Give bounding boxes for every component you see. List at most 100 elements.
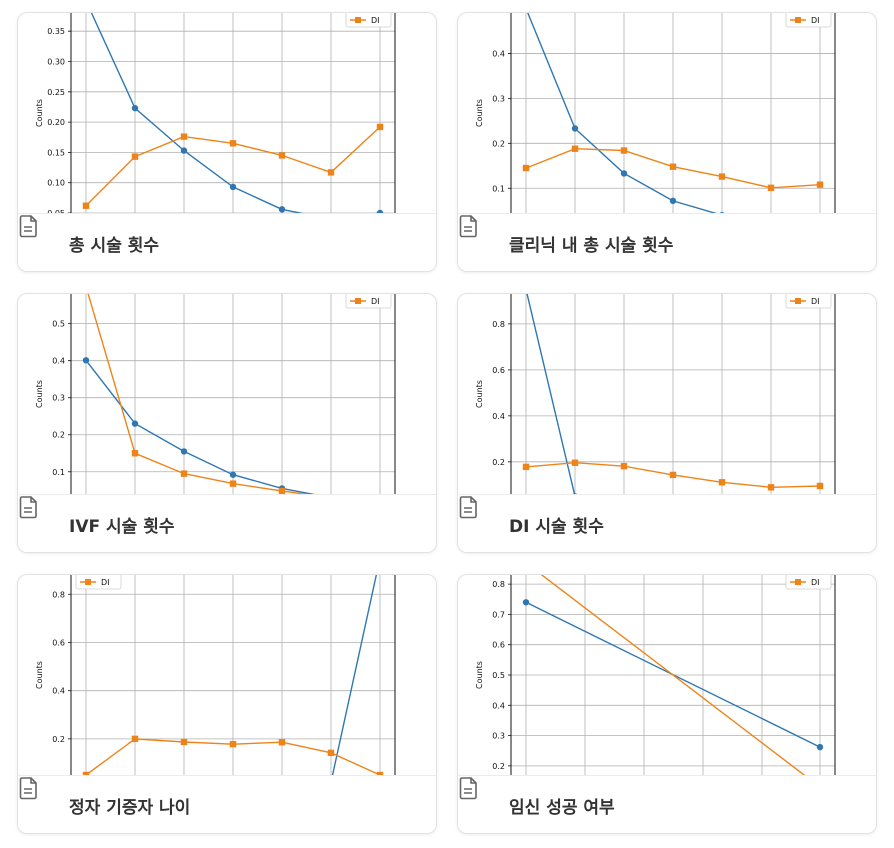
y-tick-label: 0.6 [492,641,505,650]
chart-legend: DI [345,13,392,28]
legend-label: DI [101,578,110,587]
card-footer: 임신 성공 여부 [458,775,876,833]
card-title: 임신 성공 여부 [509,797,615,818]
card-footer: 정자 기증자 나이 [18,775,436,833]
data-point [669,471,677,479]
y-tick-label: 0.2 [492,458,505,467]
y-tick-label: 0.25 [47,88,65,97]
data-point [327,749,335,757]
data-point [229,471,237,478]
data-point [718,479,726,486]
y-axis-label: Counts [475,99,484,127]
document-icon [19,777,57,817]
data-point [718,173,726,180]
data-point [278,152,286,159]
data-point [669,197,677,205]
y-tick-label: 0.10 [47,179,65,188]
y-tick-label: 0.3 [492,94,505,103]
data-point [82,202,90,209]
data-point [131,450,139,457]
data-point [816,181,824,188]
data-point [131,735,139,743]
data-point [816,482,824,490]
y-tick-label: 0.4 [492,49,505,58]
document-icon [19,215,57,255]
y-tick-label: 0.6 [492,366,505,375]
legend-label: DI [811,297,820,306]
document-icon [19,496,57,536]
data-point [131,104,139,112]
chart-legend: DI [75,575,122,590]
card-title: IVF 시술 횟수 [69,516,175,537]
data-point [278,487,286,494]
y-tick-label: 0.3 [52,394,65,403]
data-point [571,145,579,152]
y-tick-label: 0.2 [52,431,65,440]
card-footer: DI 시술 횟수 [458,494,876,552]
y-tick-label: 0.30 [47,57,65,66]
chart-card-ivf-procedures[interactable]: 0.1 0.2 0.3 0.4 0.5 Counts DI IVF 시술 횟수 [17,293,437,553]
y-axis-label: Counts [35,661,44,689]
legend-label: DI [811,16,820,25]
data-point [376,771,384,775]
chart-card-pregnancy-success[interactable]: 0.2 0.3 0.4 0.5 0.6 0.7 0.8 Counts DI 임신 성공 여부 [457,574,877,834]
series-line-di [540,575,806,775]
data-point [180,738,188,746]
data-point [571,459,579,466]
card-title: DI 시술 횟수 [509,516,604,537]
y-tick-label: 0.4 [52,687,65,696]
chart-card-total-procedures[interactable]: 0.05 0.10 0.15 0.20 0.25 0.30 0.35 Counts DI 총 시술… [17,12,437,272]
legend-label: DI [371,16,380,25]
card-title: 클리닉 내 총 시술 횟수 [509,235,674,256]
data-point [229,480,237,487]
y-tick-label: 0.20 [47,118,65,127]
y-tick-label: 0.2 [492,762,505,771]
y-tick-label: 0.1 [492,184,505,193]
data-point [131,420,139,427]
y-axis-label: Counts [475,380,484,408]
y-axis-label: Counts [35,99,44,127]
y-tick-label: 0.2 [52,735,65,744]
chart-legend: DI [785,13,832,28]
data-point [180,147,188,154]
chart-card-clinic-procedures[interactable]: 0.1 0.2 0.3 0.4 Counts DI 클리닉 내 총 시술 횟수 [457,12,877,272]
card-title: 총 시술 횟수 [69,235,160,256]
document-icon [459,496,497,536]
chart-card-di-procedures[interactable]: 0.2 0.4 0.6 0.8 Counts DI DI 시술 횟수 [457,293,877,553]
data-point [767,484,775,491]
data-point [131,153,139,160]
data-point [522,599,530,606]
chart-card-sperm-donor-age[interactable]: 0.2 0.4 0.6 0.8 Counts DI 정자 기증자 나이 [17,574,437,834]
chart-preview: 0.2 0.3 0.4 0.5 0.6 0.7 0.8 Counts DI [475,575,836,775]
data-point [620,147,628,154]
data-point [229,183,237,191]
y-tick-label: 0.8 [492,580,505,589]
document-icon [459,777,497,817]
data-point [620,170,628,177]
data-point [229,740,237,748]
legend-label: DI [811,578,820,587]
card-title: 정자 기증자 나이 [69,797,191,818]
y-tick-label: 0.8 [52,590,65,599]
y-tick-label: 0.15 [47,148,65,157]
y-tick-label: 0.5 [52,320,65,329]
data-point [278,206,286,213]
data-point [522,164,530,172]
y-tick-label: 0.2 [492,139,505,148]
y-tick-label: 0.35 [47,27,65,36]
y-tick-label: 0.5 [492,671,505,680]
data-point [522,463,530,471]
y-tick-label: 0.6 [52,638,65,647]
chart-preview: 0.05 0.10 0.15 0.20 0.25 0.30 0.35 Counts DI [35,13,396,213]
data-point [571,125,579,132]
chart-preview: 0.2 0.4 0.6 0.8 Counts DI [35,575,396,775]
card-footer: IVF 시술 횟수 [18,494,436,552]
data-point [767,184,775,192]
y-axis-label: Counts [475,661,484,689]
chart-legend: DI [785,294,832,309]
document-icon [459,215,497,255]
chart-preview: 0.1 0.2 0.3 0.4 0.5 Counts DI [35,294,396,494]
data-point [180,470,188,477]
data-point [180,448,188,455]
data-point [572,493,578,494]
